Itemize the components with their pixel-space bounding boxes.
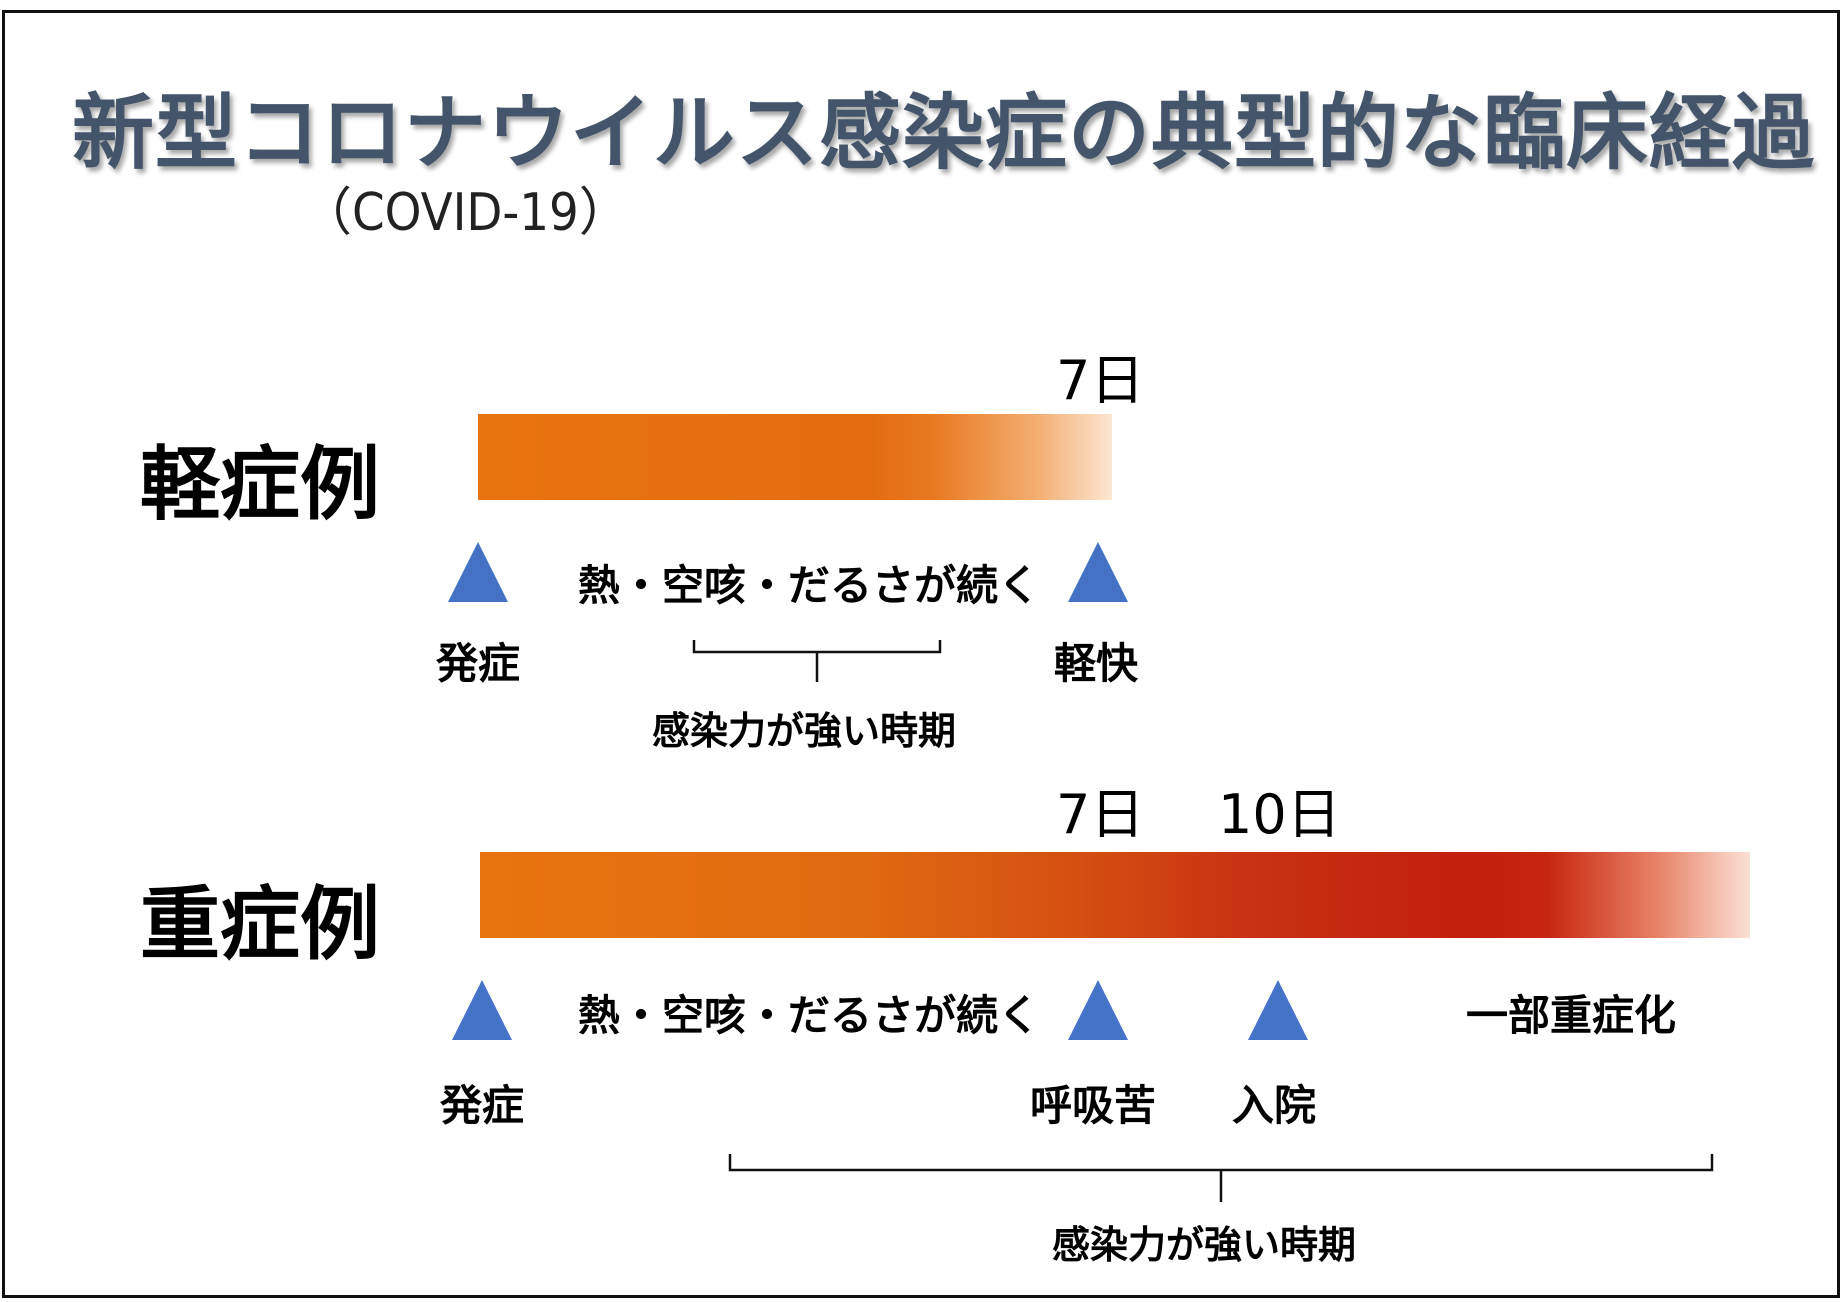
severe-aggravation-label: 一部重症化: [1466, 991, 1677, 1040]
severe-onset-label: 発症: [440, 1081, 525, 1130]
mild-infectious-bracket: [692, 640, 942, 682]
mild-recovery-marker-icon: [1068, 542, 1128, 602]
figure-frame: [2, 10, 1840, 1298]
figure-subtitle: （COVID-19）: [300, 183, 631, 243]
mild-course-bar: [478, 414, 1112, 500]
mild-onset-label: 発症: [436, 639, 521, 688]
severe-dyspnea-marker-icon: [1068, 980, 1128, 1040]
mild-day7-label: 7日: [1056, 349, 1145, 412]
mild-symptoms-text: 熱・空咳・だるさが続く: [578, 561, 1041, 610]
severe-case-label: 重症例: [140, 878, 380, 971]
severe-course-bar: [480, 852, 1750, 938]
mild-recovery-label: 軽快: [1054, 639, 1139, 688]
severe-onset-marker-icon: [452, 980, 512, 1040]
mild-case-label: 軽症例: [140, 438, 380, 531]
severe-day7-label: 7日: [1056, 783, 1145, 846]
severe-symptoms-text: 熱・空咳・だるさが続く: [578, 991, 1041, 1040]
severe-infectious-period-label: 感染力が強い時期: [1052, 1223, 1357, 1267]
severe-infectious-bracket: [728, 1154, 1714, 1202]
severe-hospitalization-marker-icon: [1248, 980, 1308, 1040]
severe-dyspnea-label: 呼吸苦: [1030, 1081, 1157, 1130]
mild-onset-marker-icon: [448, 542, 508, 602]
figure-title: 新型コロナウイルス感染症の典型的な臨床経過: [72, 86, 1816, 181]
severe-day10-label: 10日: [1218, 783, 1341, 846]
severe-hospitalization-label: 入院: [1232, 1081, 1317, 1130]
mild-infectious-period-label: 感染力が強い時期: [652, 709, 957, 753]
